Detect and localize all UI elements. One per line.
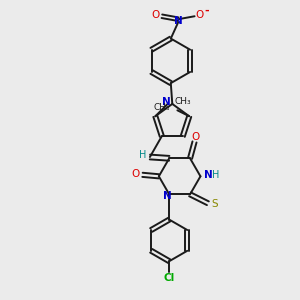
Text: O: O [192,132,200,142]
Text: S: S [211,199,218,209]
Text: N: N [174,16,183,26]
Text: H: H [139,150,146,160]
Text: O: O [152,10,160,20]
Text: N: N [203,170,212,180]
Text: N: N [162,98,171,107]
Text: Cl: Cl [164,273,175,283]
Text: H: H [212,170,220,180]
Text: CH₃: CH₃ [175,98,191,106]
Text: O: O [132,169,140,179]
Text: -: - [205,6,209,16]
Text: N: N [164,191,172,201]
Text: CH₃: CH₃ [153,103,170,112]
Text: O: O [196,10,204,20]
